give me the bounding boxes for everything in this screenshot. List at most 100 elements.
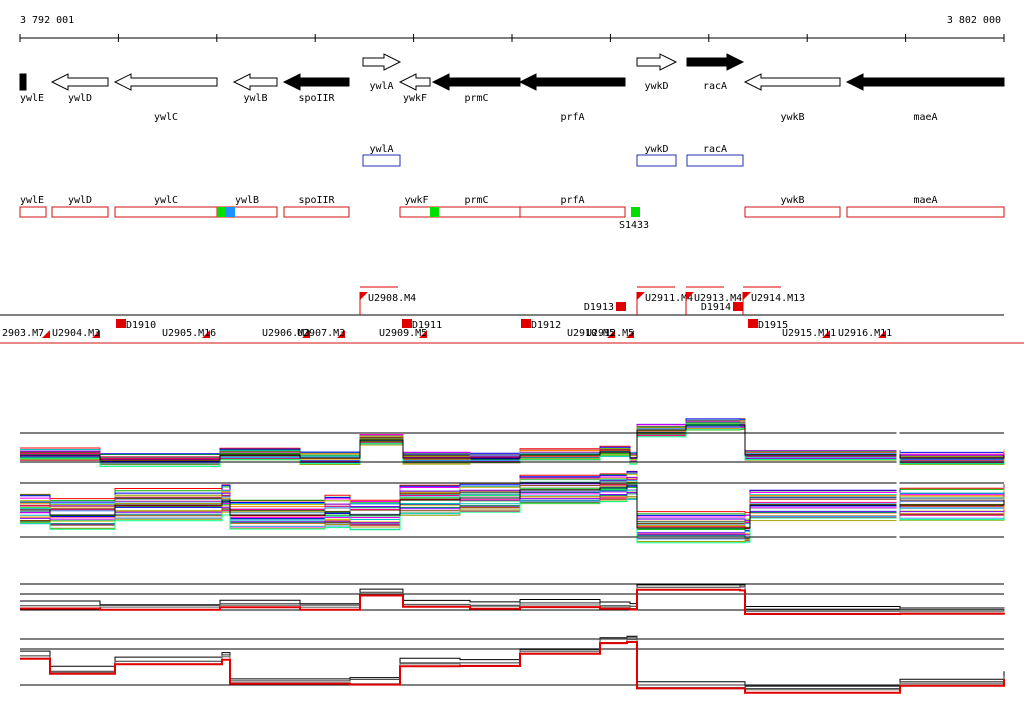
forward-transcript-label: ywkD (644, 144, 668, 155)
segment-label: U2908.M4 (368, 293, 416, 304)
coordinate-ruler (19, 34, 1005, 42)
gene-arrow-prfA (518, 73, 626, 91)
reverse-transcript-spoIIR (283, 206, 350, 218)
forward-transcript-label: ywlA (369, 144, 393, 155)
gene-label-ywlE: ywlE (20, 93, 44, 104)
segment-label: U2907.M3 (297, 328, 345, 339)
reverse-transcript-track: ywlE ywlD ywlC ywlB spoIIR ywkF prmC prfA ywkB ma… (19, 195, 1005, 218)
tiling-probe-line (20, 498, 1005, 544)
segment-marker (616, 302, 626, 311)
reverse-transcript-prfA (519, 206, 626, 218)
segment-flag (743, 292, 751, 300)
reverse-transcript-label: ywkF (404, 195, 428, 206)
segment-marker (521, 319, 531, 328)
tiling-profiles (20, 418, 1005, 545)
gene-arrow-ywlA (362, 53, 402, 71)
gene-arrow-ywkF (398, 73, 431, 91)
gene-arrow-racA (686, 53, 745, 71)
gene-label-prmC: prmC (464, 93, 488, 104)
segment-flag (42, 330, 50, 338)
segment-flag (337, 330, 345, 338)
gene-arrow-ywlD (50, 73, 109, 91)
forward-transcript-ywkD (636, 154, 677, 167)
segment-flag (302, 330, 310, 338)
segment-flag (92, 330, 100, 338)
gene-label-ywkD: ywkD (644, 81, 668, 92)
segment-marker (116, 319, 126, 328)
segment-label: D1911 (412, 320, 442, 331)
reverse-transcript-label: maeA (913, 195, 937, 206)
segment-label: U2912.M5 (586, 328, 634, 339)
reverse-transcript-maeA (846, 206, 1005, 218)
forward-transcript-track: ywlA ywkD racA (362, 144, 744, 167)
segment-label: U2906.M3 (262, 328, 310, 339)
segment-flag (607, 330, 615, 338)
segment-flag (637, 292, 645, 300)
site-label: S1433 (619, 220, 649, 231)
reverse-transcript-label: prfA (560, 195, 584, 206)
gene-label-racA: racA (703, 81, 727, 92)
tiling-probe-line (20, 420, 1005, 459)
gene-label-ywlC: ywlC (154, 112, 178, 123)
reverse-transcript-label: ywkB (780, 195, 804, 206)
coordinate-start: 3 792 001 (20, 15, 74, 26)
tiling-probe-line (20, 471, 1005, 516)
segment-label: D1915 (758, 320, 788, 331)
tiling-probe-line (20, 418, 1005, 455)
summary-profiles (20, 583, 1005, 694)
segment-marker (402, 319, 412, 328)
site-marker (226, 207, 235, 217)
reverse-transcript-ywlD (51, 206, 109, 218)
tiling-probe-line (20, 418, 1005, 456)
summary-line-red (20, 588, 1005, 615)
reverse-transcript-ywkF (399, 206, 434, 218)
gene-label-ywlB: ywlB (243, 93, 267, 104)
segment-label: U2904.M3 (52, 328, 100, 339)
segment-flag (878, 330, 886, 338)
reverse-transcript-label: ywlC (154, 195, 178, 206)
gene-arrow-ywlB (232, 73, 278, 91)
segment-label: U2911.M4 (645, 293, 693, 304)
reverse-transcript-label: ywlB (235, 195, 259, 206)
reverse-transcript-ywkB (744, 206, 841, 218)
gene-arrow-maeA (845, 73, 1005, 91)
segment-label: U2913.M4 (694, 293, 742, 304)
summary-line (20, 635, 1005, 687)
tiling-probe-line (20, 486, 1005, 532)
segment-label: U2905.M16 (162, 328, 216, 339)
segment-label: D1913 (584, 302, 614, 313)
reverse-transcript-label: spoIIR (298, 195, 335, 206)
summary-line (20, 636, 1005, 690)
gene-arrow-prmC (431, 73, 521, 91)
gene-label-ywlA: ywlA (369, 81, 393, 92)
gene-arrow-ywlC (113, 73, 218, 91)
gene-arrow-ywkB (743, 73, 841, 91)
coordinate-end: 3 802 000 (947, 15, 1001, 26)
gene-label-spoIIR: spoIIR (298, 93, 335, 104)
forward-transcript-ywlA (362, 154, 401, 167)
gene-label-prfA: prfA (560, 112, 584, 123)
site-marker (217, 207, 226, 217)
forward-transcript-racA (686, 154, 744, 167)
segment-marker (748, 319, 758, 328)
reverse-transcript-prmC (432, 206, 521, 218)
tiling-mean-line (20, 424, 1005, 461)
segment-label: U2909.M5 (379, 328, 427, 339)
segment-label: U2916.M11 (838, 328, 892, 339)
segment-flag (626, 330, 634, 338)
gene-label-ywkF: ywkF (403, 93, 427, 104)
gene-track: ywlE ywlD ywlC ywlB spoIIR ywlA ywkF prmC prfA yw… (19, 53, 1005, 123)
site-marker (430, 207, 439, 217)
reverse-transcript-label: ywlE (20, 195, 44, 206)
summary-line-red (20, 641, 1005, 694)
site-markers: S1433 (217, 207, 649, 231)
segment-label: D1914 (701, 302, 731, 313)
segment-flag (360, 292, 368, 300)
gene-arrow-ywkD (636, 53, 678, 71)
gene-label-ywkB: ywkB (780, 112, 804, 123)
segment-label: U2915.M11 (782, 328, 836, 339)
reverse-transcript-ywlC (114, 206, 218, 218)
tiling-mean-line (20, 484, 1005, 529)
